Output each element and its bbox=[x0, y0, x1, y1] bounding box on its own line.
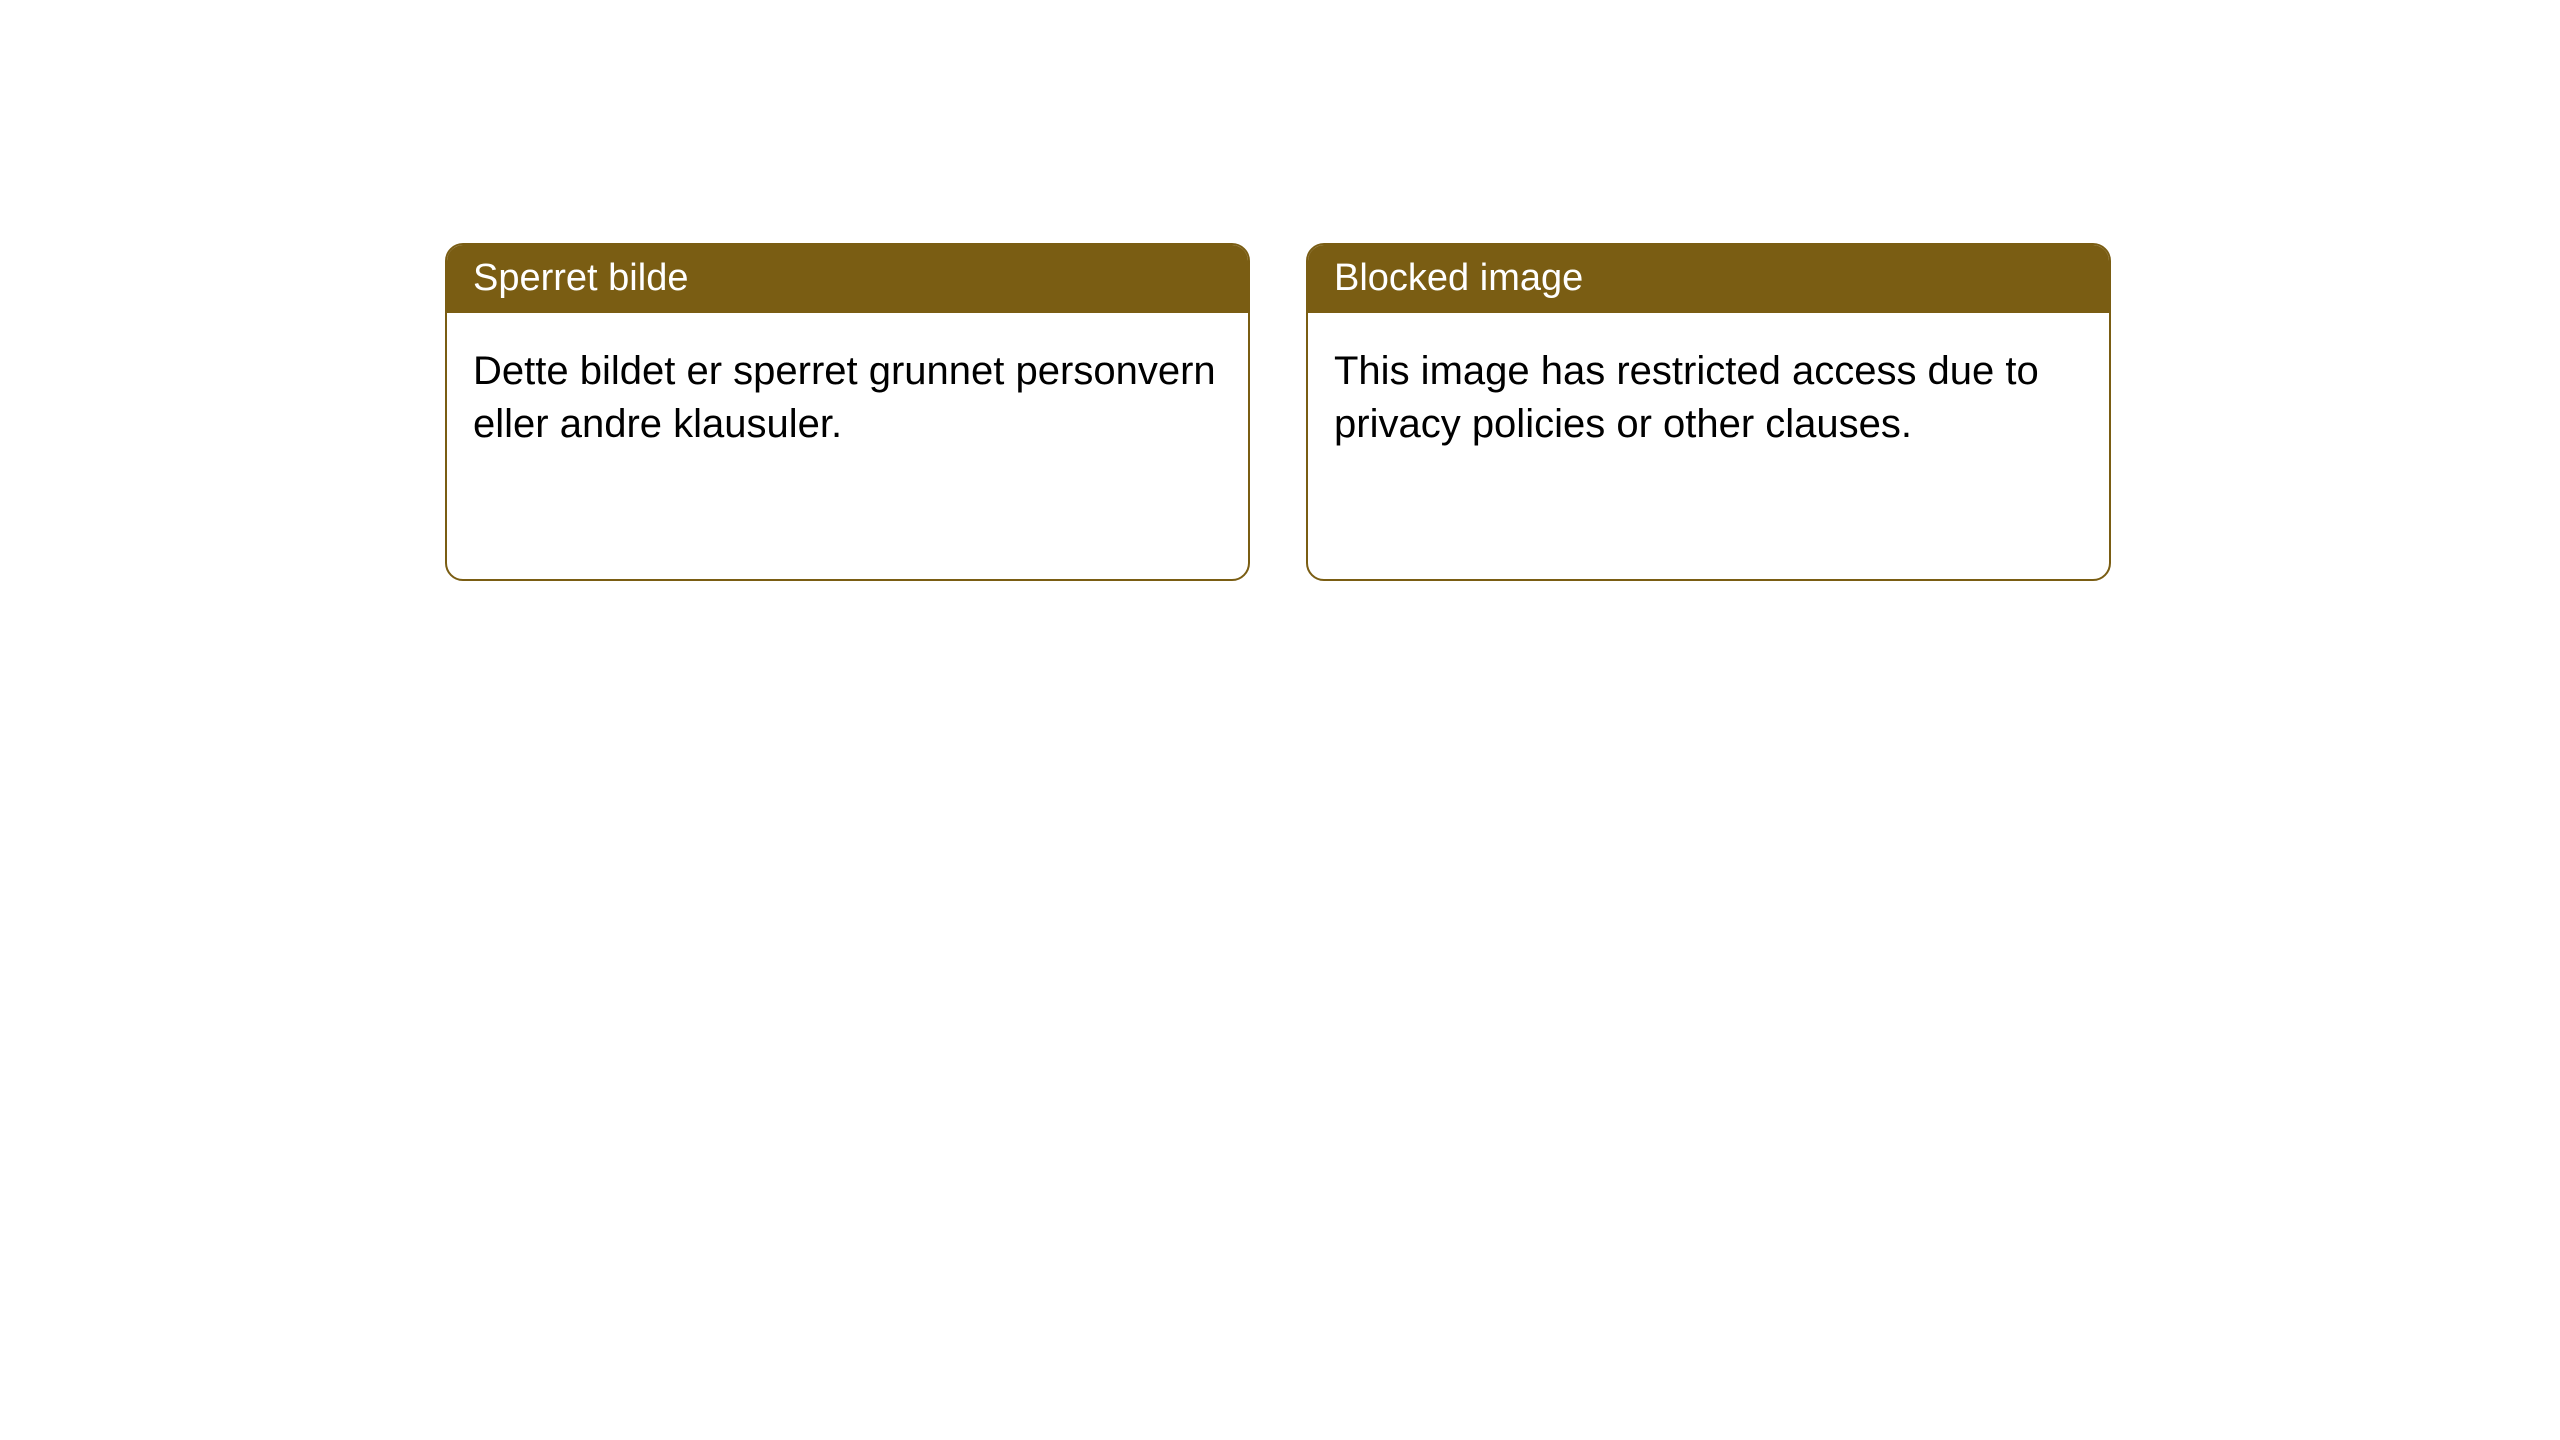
card-body-text: Dette bildet er sperret grunnet personve… bbox=[473, 349, 1216, 446]
notice-card-norwegian: Sperret bilde Dette bildet er sperret gr… bbox=[445, 243, 1250, 581]
card-body-text: This image has restricted access due to … bbox=[1334, 349, 2039, 446]
card-title: Blocked image bbox=[1334, 257, 1583, 299]
card-header: Blocked image bbox=[1308, 245, 2109, 313]
notice-container: Sperret bilde Dette bildet er sperret gr… bbox=[0, 0, 2560, 581]
notice-card-english: Blocked image This image has restricted … bbox=[1306, 243, 2111, 581]
card-title: Sperret bilde bbox=[473, 257, 688, 299]
card-body: Dette bildet er sperret grunnet personve… bbox=[447, 313, 1248, 477]
card-body: This image has restricted access due to … bbox=[1308, 313, 2109, 477]
card-header: Sperret bilde bbox=[447, 245, 1248, 313]
